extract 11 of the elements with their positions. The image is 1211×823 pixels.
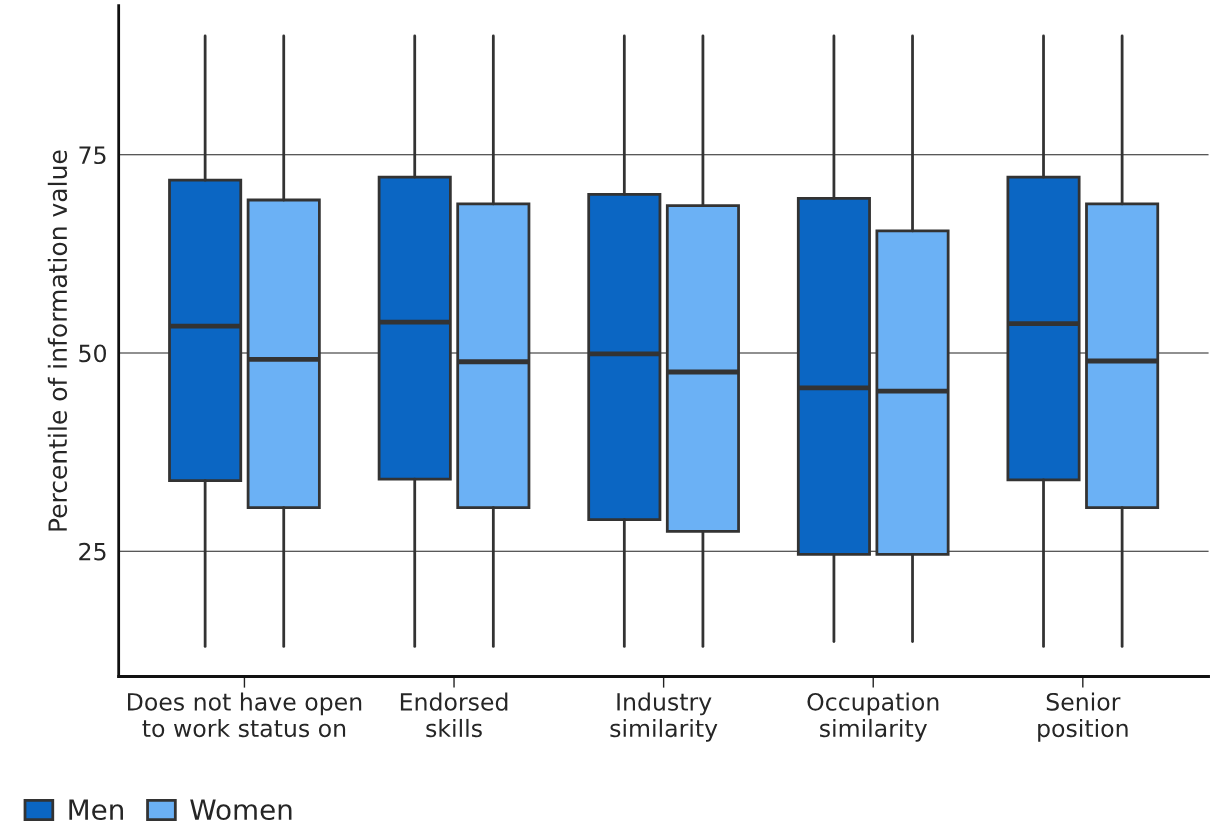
x-tick-label: Endorsed skills — [400, 692, 508, 738]
y-axis-title: Percentile of information value — [47, 150, 68, 531]
legend-label: Men — [69, 799, 123, 821]
y-tick-label: 75 — [79, 146, 106, 165]
x-tick-label: Does not have open to work status on — [128, 692, 362, 738]
x-tick-label: Senior position — [1038, 692, 1128, 742]
x-tick-label: Occupation similarity — [807, 692, 939, 742]
y-tick-label: 50 — [79, 344, 106, 363]
x-tick-label: Industry similarity — [610, 692, 718, 742]
y-tick-label: 25 — [79, 542, 106, 561]
legend-label: Women — [190, 799, 292, 821]
